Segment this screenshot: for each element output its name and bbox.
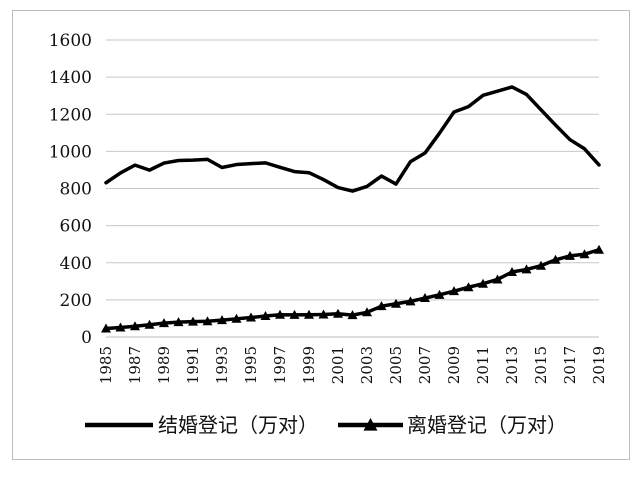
y-tick-label-1400: 1400 [49, 68, 92, 88]
x-tick-label-1985: 1985 [97, 346, 115, 384]
series-2-point-2006 [405, 296, 416, 306]
series-2-point-2011 [478, 278, 488, 288]
y-axis-ticks: 0 200 400 600 800 1000 1200 1400 1600 [49, 31, 92, 348]
series-2-point-2016 [550, 254, 561, 264]
series-2-point-1997 [275, 309, 285, 319]
gridlines [106, 39, 599, 301]
series-2-point-2000 [318, 309, 329, 319]
x-tick-label-1987: 1987 [126, 346, 144, 384]
x-tick-label-2015: 2015 [532, 346, 550, 384]
y-tick-label-1600: 1600 [49, 31, 92, 51]
legend: 结婚登记（万对） 离婚登记（万对） [85, 413, 567, 437]
x-tick-label-2013: 2013 [503, 346, 521, 384]
x-tick-label-2005: 2005 [387, 346, 405, 384]
series-2-point-1986 [115, 322, 126, 332]
series-2-point-1988 [144, 319, 155, 329]
series-2-point-1992 [202, 316, 213, 326]
series-2-point-1995 [246, 312, 256, 322]
x-tick-label-2007: 2007 [416, 346, 434, 384]
series-2-point-2013 [507, 267, 517, 277]
x-tick-label-1997: 1997 [271, 346, 289, 384]
series-2-point-2009 [449, 286, 459, 296]
series-2-point-1996 [260, 311, 271, 321]
x-tick-label-1991: 1991 [184, 346, 202, 384]
x-tick-label-2009: 2009 [445, 346, 463, 384]
x-tick-label-1999: 1999 [300, 346, 318, 384]
series-2-point-1999 [304, 309, 314, 319]
chart-frame: 0 200 400 600 800 1000 1200 1400 1600 1985 1987 19… [12, 10, 630, 460]
x-tick-label-2011: 2011 [474, 346, 492, 384]
series-2-point-2002 [347, 310, 358, 320]
y-tick-label-1200: 1200 [49, 105, 92, 125]
legend-marker-2 [363, 418, 378, 431]
legend-label-2: 离婚登记（万对） [407, 413, 567, 437]
x-tick-label-2001: 2001 [329, 346, 347, 384]
series-2-point-2008 [434, 289, 445, 299]
series-2-point-2003 [362, 307, 372, 317]
series-2-point-1993 [217, 315, 227, 325]
series-2-point-2012 [492, 274, 503, 284]
series-2-point-2010 [463, 282, 474, 292]
x-tick-label-2017: 2017 [561, 346, 579, 384]
series-2-point-1985 [101, 323, 111, 333]
series-2-point-2005 [391, 298, 401, 308]
series-2-point-2001 [333, 308, 343, 318]
series-2-point-2019 [594, 244, 604, 254]
series-2-point-2014 [521, 264, 532, 274]
legend-label-1: 结婚登记（万对） [158, 413, 318, 437]
series-2-point-2018 [579, 249, 590, 259]
series-2-point-1989 [159, 318, 169, 328]
series-2-point-1987 [130, 321, 140, 331]
series-2-point-2015 [536, 260, 546, 270]
x-axis-ticks: 1985 1987 1989 1991 1993 1995 1997 1999 2001 2003… [97, 346, 608, 384]
y-tick-label-200: 200 [60, 291, 92, 311]
y-tick-label-400: 400 [60, 254, 92, 274]
series-2-point-2017 [565, 250, 575, 260]
series-2-point-1991 [188, 316, 198, 326]
x-tick-label-2003: 2003 [358, 346, 376, 384]
series-2-point-2004 [376, 301, 387, 311]
series-lines [101, 85, 604, 333]
series-line-1 [104, 85, 601, 193]
x-tick-label-1989: 1989 [155, 346, 173, 384]
series-2-point-1998 [289, 309, 300, 319]
series-2-point-1990 [173, 317, 184, 327]
x-tick-label-1993: 1993 [213, 346, 231, 384]
series-2-point-2007 [420, 293, 430, 303]
x-tick-label-1995: 1995 [242, 346, 260, 384]
series-2-point-1994 [231, 313, 242, 323]
y-tick-label-800: 800 [60, 180, 92, 200]
y-tick-label-1000: 1000 [49, 142, 92, 162]
y-tick-label-0: 0 [81, 328, 92, 348]
y-tick-label-600: 600 [60, 217, 92, 237]
x-tick-label-2019: 2019 [590, 346, 608, 384]
